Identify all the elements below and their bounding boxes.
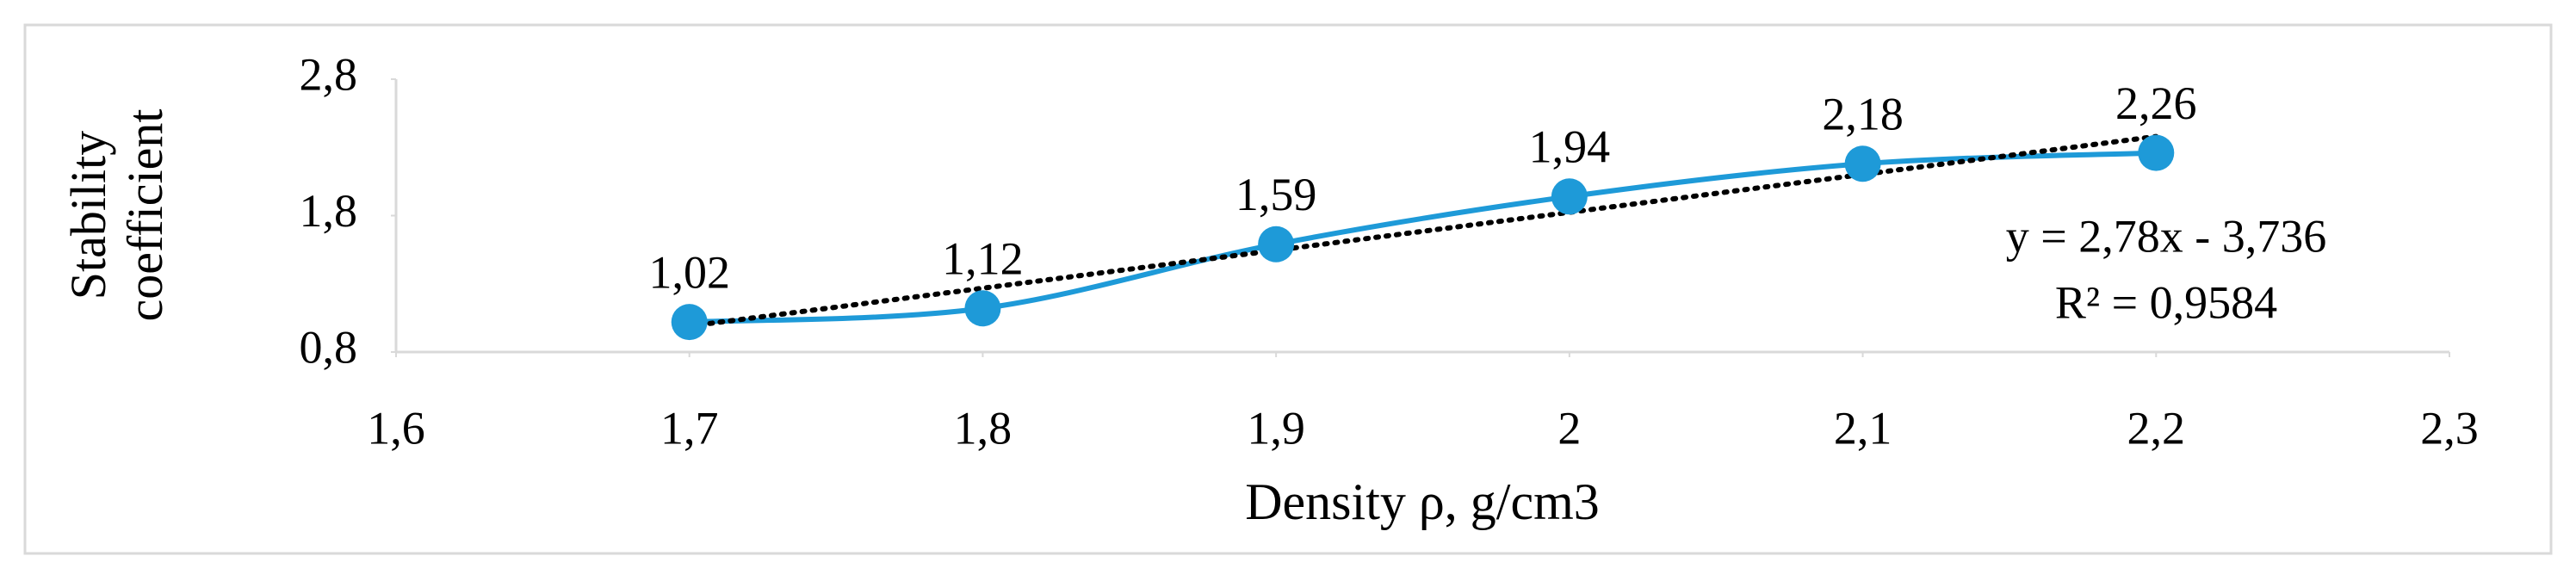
data-label: 1,94	[1529, 121, 1611, 173]
x-tick-label: 1,6	[367, 402, 425, 454]
data-point	[2138, 134, 2175, 171]
x-axis-label: Density ρ, g/cm3	[1245, 473, 1600, 530]
data-label: 2,18	[1822, 89, 1904, 140]
trendline	[686, 133, 2159, 329]
data-point	[964, 290, 1001, 327]
x-tick-label: 2,2	[2127, 402, 2186, 454]
x-tick-label: 1,8	[954, 402, 1012, 454]
data-point	[671, 304, 708, 341]
y-tick-label: 2,8	[300, 48, 358, 100]
data-label: 1,02	[648, 247, 730, 299]
x-tick-label: 1,9	[1247, 402, 1305, 454]
data-point	[1551, 178, 1588, 215]
chart-frame	[23, 23, 2553, 555]
x-tick-label: 2	[1557, 402, 1581, 454]
y-tick-label: 1,8	[300, 185, 358, 237]
trendline-r-squared: R² = 0,9584	[2055, 276, 2277, 328]
x-tick-label: 2,3	[2420, 402, 2479, 454]
data-point	[1844, 145, 1881, 182]
y-tick-label: 0,8	[300, 321, 358, 373]
data-point	[1258, 226, 1295, 263]
y-axis-label: Stability coefficient	[60, 108, 173, 322]
data-label: 2,26	[2115, 77, 2197, 129]
data-label: 1,59	[1235, 169, 1317, 220]
x-tick-label: 1,7	[660, 402, 719, 454]
data-label: 1,12	[942, 233, 1024, 285]
trendline-equation: y = 2,78x - 3,736	[2006, 210, 2326, 262]
series-line	[689, 150, 2157, 325]
x-tick-label: 2,1	[1834, 402, 1892, 454]
